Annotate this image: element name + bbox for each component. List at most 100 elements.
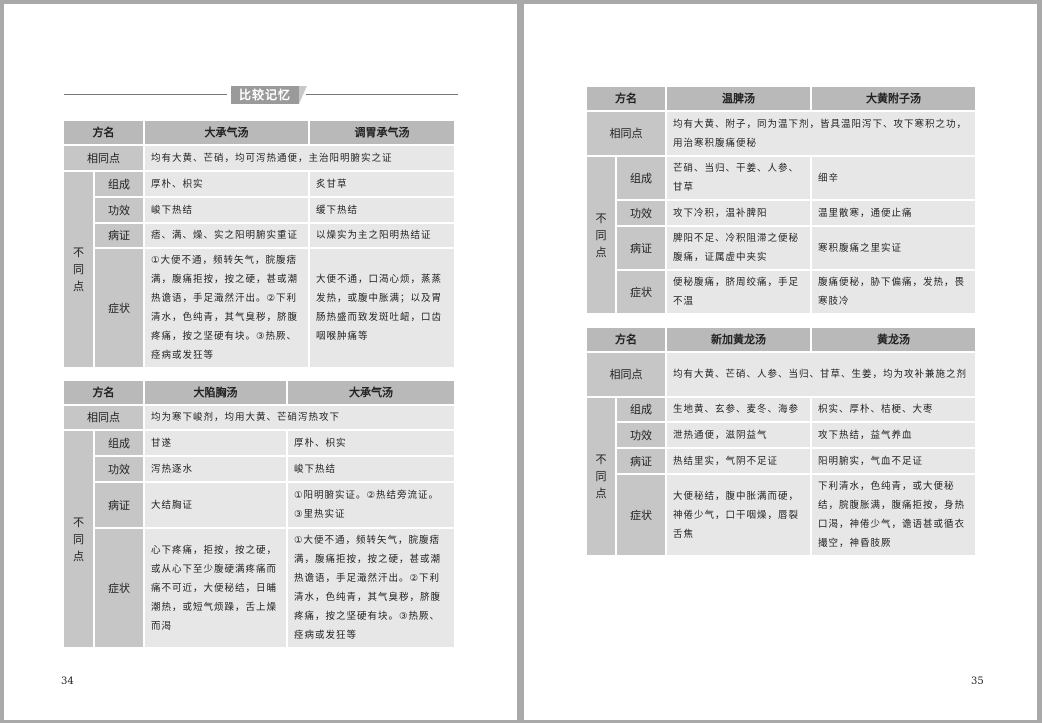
row-label: 组成 [93,170,145,198]
formula-a-cell: 泻热逐水 [143,455,288,483]
diff-row: 不同点 组成 甘遂 厚朴、枳实 [62,429,456,649]
formula-b-name: 黄龙汤 [810,326,977,353]
formula-b-cell: 缓下热结 [308,196,456,224]
formula-b-cell: 阳明腑实，气血不足证 [810,447,977,475]
right-page: 35 方名 温脾汤 大黄附子汤 相同点 均有大黄、附子，同为温下剂，皆具温阳泻下、攻下寒… [524,4,1037,720]
diff-label-text: 不同点 [73,246,84,293]
formula-a-cell: 热结里实，气阴不足证 [665,447,812,475]
diff-row: 病证 痞、满、燥、实之阳明腑实重证 以燥实为主之阳明热结证 [63,222,456,249]
common-label: 相同点 [585,110,667,157]
common-row: 相同点 均为寒下峻剂，均用大黄、芒硝泻热攻下 [62,404,456,431]
formula-a-cell: 便秘腹痛，脐周绞痛，手足不温 [665,269,812,315]
formula-a-cell: 甘遂 [143,429,288,457]
formula-b-cell: 厚朴、枳实 [286,429,456,457]
formula-a-cell: 心下疼痛，拒按，按之硬，或从心下至少腹硬满疼痛而痛不可近，大便秘结，日晡潮热，或… [143,527,288,649]
diff-row: 不同点 组成 厚朴、枳实 炙甘草 [62,170,456,369]
common-row: 相同点 均有大黄、芒硝、人参、当归、甘草、生姜，均为攻补兼施之剂 [585,351,977,398]
formula-a-name: 大承气汤 [143,119,310,146]
formula-a-name: 大陷胸汤 [143,379,288,406]
common-text: 均有大黄、芒硝、人参、当归、甘草、生姜，均为攻补兼施之剂 [665,351,977,398]
row-label: 组成 [615,396,667,423]
header-label: 方名 [62,379,145,406]
diff-row: 症状 ①大便不通，频转矢气，脘腹痞满，腹痛拒按，按之硬，甚或潮热谵语，手足濈然汗出… [63,247,456,369]
formula-a-cell: 泄热通便，滋阴益气 [665,421,812,449]
diff-label: 不同点 [62,429,95,649]
row-label: 症状 [93,247,145,369]
row-label: 症状 [93,527,145,649]
comparison-table: 方名 温脾汤 大黄附子汤 相同点 均有大黄、附子，同为温下剂，皆具温阳泻下、攻下寒积之功… [585,85,977,315]
formula-a-cell: 攻下冷积，温补脾阳 [665,199,812,227]
formula-b-cell: 细辛 [810,155,977,201]
row-label: 病证 [93,481,145,529]
diff-label: 不同点 [62,170,95,369]
formula-a-cell: 痞、满、燥、实之阳明腑实重证 [143,222,310,249]
common-label: 相同点 [585,351,667,398]
row-label: 病证 [615,447,667,475]
row-label: 功效 [93,455,145,483]
comparison-table: 方名 大陷胸汤 大承气汤 相同点 均为寒下峻剂，均用大黄、芒硝泻热攻下 不同点 组成 甘遂 厚朴… [62,379,456,649]
comparison-table: 方名 大承气汤 调胃承气汤 相同点 均有大黄、芒硝，均可泻热通便，主治阳明腑实之证 不同点… [62,119,456,369]
formula-b-cell: 枳实、厚朴、桔梗、大枣 [810,396,977,423]
formula-b-cell: ①大便不通，频转矢气，脘腹痞满，腹痛拒按，按之硬，甚或潮热谵语，手足濈然汗出。②… [286,527,456,649]
diff-label: 不同点 [585,396,617,557]
row-label: 功效 [615,199,667,227]
formula-b-cell: 炙甘草 [308,170,456,198]
diff-row: 功效 泄热通便，滋阴益气 攻下热结，益气养血 [586,421,977,449]
formula-a-name: 新加黄龙汤 [665,326,812,353]
formula-b-cell: 下利清水，色纯青，或大便秘结，脘腹胀满，腹痛拒按，身热口渴，神倦少气，谵语甚或循… [810,473,977,557]
formula-a-cell: 厚朴、枳实 [143,170,310,198]
common-text: 均有大黄、芒硝，均可泻热通便，主治阳明腑实之证 [143,144,456,172]
diff-row: 症状 便秘腹痛，脐周绞痛，手足不温 腹痛便秘，胁下偏痛，发热，畏寒肢冷 [586,269,977,315]
diff-row: 不同点 组成 芒硝、当归、干姜、人参、甘草 细辛 [585,155,977,315]
diff-row: 病证 脾阳不足、冷积阻滞之便秘腹痛，证属虚中夹实 寒积腹痛之里实证 [586,225,977,271]
formula-b-name: 大承气汤 [286,379,456,406]
diff-row: 功效 攻下冷积，温补脾阳 温里散寒，通便止痛 [586,199,977,227]
formula-b-cell: 寒积腹痛之里实证 [810,225,977,271]
formula-b-cell: 攻下热结，益气养血 [810,421,977,449]
diff-label-text: 不同点 [73,515,84,563]
row-label: 功效 [615,421,667,449]
header-row: 方名 温脾汤 大黄附子汤 [585,85,977,112]
row-label: 功效 [93,196,145,224]
diff-row: 症状 大便秘结，腹中胀满而硬，神倦少气，口干咽燥，唇裂舌焦 下利清水，色纯青，或大便… [586,473,977,557]
diff-label-text: 不同点 [595,453,607,500]
diff-row: 功效 峻下热结 缓下热结 [63,196,456,224]
row-label: 组成 [93,429,145,457]
header-label: 方名 [62,119,145,146]
common-row: 相同点 均有大黄、附子，同为温下剂，皆具温阳泻下、攻下寒积之功，用治寒积腹痛便秘 [585,110,977,157]
row-label: 病证 [93,222,145,249]
common-text: 均为寒下峻剂，均用大黄、芒硝泻热攻下 [143,404,456,431]
formula-a-cell: 大结胸证 [143,481,288,529]
header-label: 方名 [585,326,667,353]
formula-b-name: 调胃承气汤 [308,119,456,146]
formula-b-cell: 峻下热结 [286,455,456,483]
formula-a-name: 温脾汤 [665,85,812,112]
common-row: 相同点 均有大黄、芒硝，均可泻热通便，主治阳明腑实之证 [62,144,456,172]
header-label: 方名 [585,85,667,112]
page-number: 35 [971,676,984,687]
common-label: 相同点 [62,404,145,431]
formula-a-cell: ①大便不通，频转矢气，脘腹痞满，腹痛拒按，按之硬，甚或潮热谵语，手足濈然汗出。②… [143,247,310,369]
row-label: 病证 [615,225,667,271]
title-rule-right [306,94,458,95]
diff-row: 症状 心下疼痛，拒按，按之硬，或从心下至少腹硬满疼痛而痛不可近，大便秘结，日晡潮热… [63,527,456,649]
diff-label-text: 不同点 [595,211,607,259]
section-title: 比较记忆 [231,86,307,104]
common-text: 均有大黄、附子，同为温下剂，皆具温阳泻下、攻下寒积之功，用治寒积腹痛便秘 [665,110,977,157]
formula-b-cell: ①阳明腑实证。②热结旁流证。③里热实证 [286,481,456,529]
header-row: 方名 大陷胸汤 大承气汤 [62,379,456,406]
formula-a-cell: 生地黄、玄参、麦冬、海参 [665,396,812,423]
page-number: 34 [61,676,74,687]
formula-b-name: 大黄附子汤 [810,85,977,112]
row-label: 症状 [615,473,667,557]
diff-row: 病证 热结里实，气阴不足证 阳明腑实，气血不足证 [586,447,977,475]
formula-b-cell: 温里散寒，通便止痛 [810,199,977,227]
header-row: 方名 大承气汤 调胃承气汤 [62,119,456,146]
formula-a-cell: 脾阳不足、冷积阻滞之便秘腹痛，证属虚中夹实 [665,225,812,271]
formula-a-cell: 芒硝、当归、干姜、人参、甘草 [665,155,812,201]
formula-b-cell: 腹痛便秘，胁下偏痛，发热，畏寒肢冷 [810,269,977,315]
comparison-table: 方名 新加黄龙汤 黄龙汤 相同点 均有大黄、芒硝、人参、当归、甘草、生姜，均为攻补兼施之… [585,326,977,557]
left-page: 比较记忆 34 方名 大承气汤 调胃承气汤 相同点 均有大黄、芒硝，均可泻热通便，主治阳… [4,4,517,720]
diff-row: 功效 泻热逐水 峻下热结 [63,455,456,483]
diff-label: 不同点 [585,155,617,315]
